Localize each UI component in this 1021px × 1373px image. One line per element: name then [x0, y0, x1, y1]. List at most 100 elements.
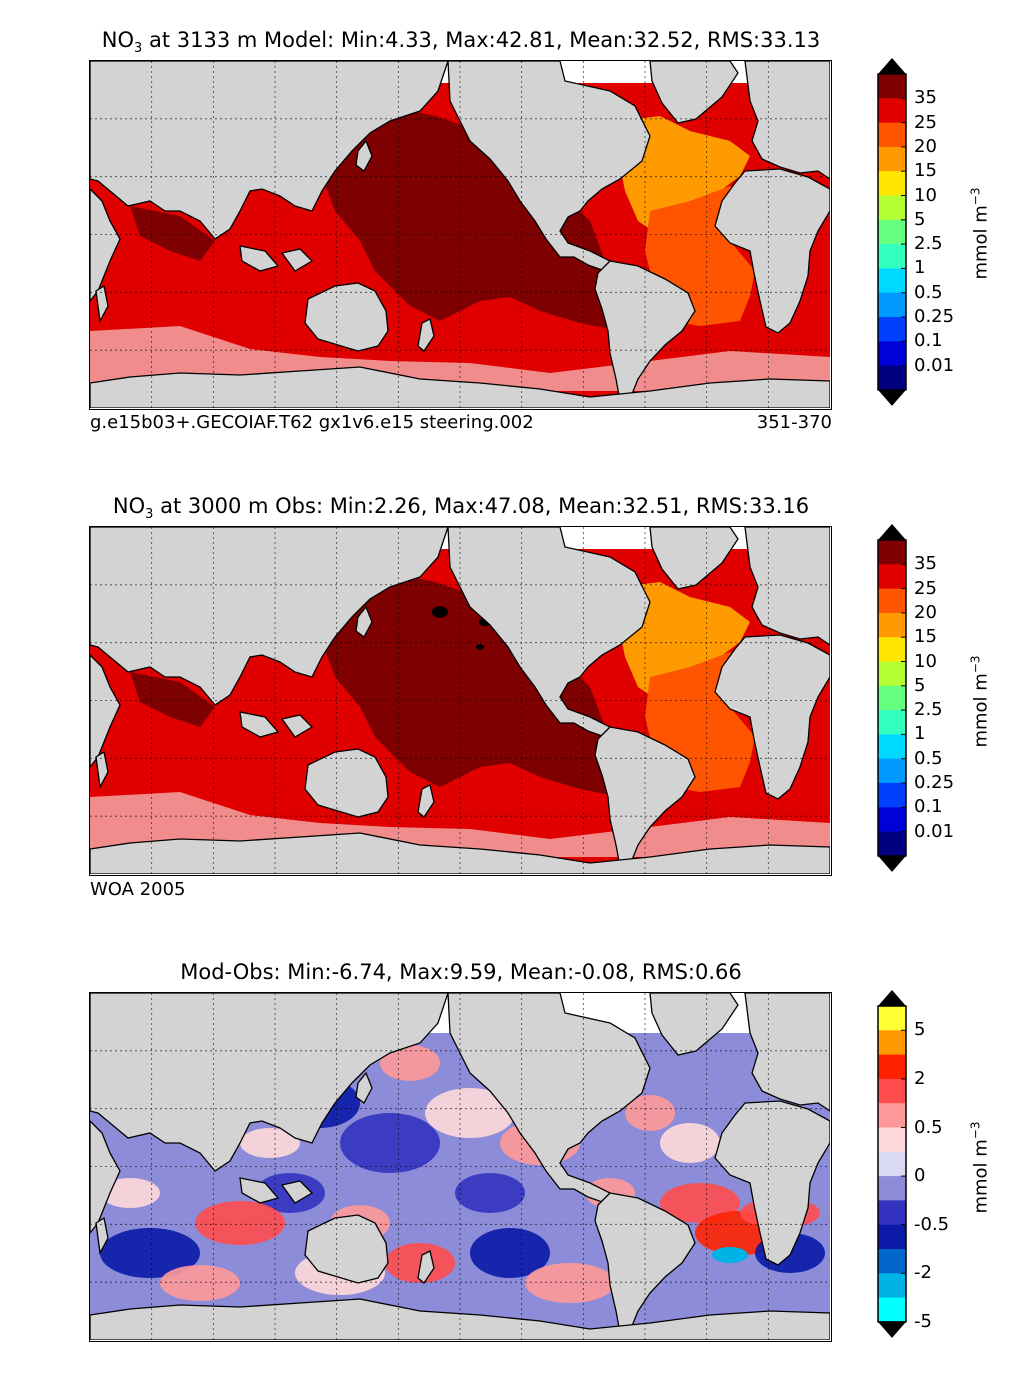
title-text: at 3133 m Model: Min:4.33, Max:42.81, Me… [142, 28, 821, 52]
colorbar-tick-label: 0.25 [914, 306, 955, 327]
colorbar-swatch [878, 292, 906, 318]
colorbar-swatch [878, 341, 906, 367]
run-caption: g.e15b03+.GECOIAF.T62 gx1v6.e15 steering… [90, 412, 534, 433]
colorbar-swatch [878, 588, 906, 614]
land-europe [744, 61, 830, 180]
map-plot[interactable] [89, 992, 832, 1342]
colorbar-swatch [878, 637, 906, 662]
colorbar-under-arrow [878, 1321, 906, 1338]
land-japan [355, 1071, 373, 1104]
land-eurasia [90, 527, 449, 706]
colorbar-tick-label: 15 [914, 626, 937, 648]
title-prefix: NO [101, 28, 135, 52]
colorbar-swatch [878, 1248, 906, 1274]
panel-title: Mod-Obs: Min:-6.74, Max:9.59, Mean:-0.08… [90, 960, 832, 984]
colorbar-swatch [878, 661, 906, 687]
colorbar-over-arrow [878, 524, 906, 540]
colorbar-swatch [878, 1030, 906, 1056]
unit-exponent: −3 [968, 187, 983, 206]
colorbar-swatch [878, 171, 906, 196]
colorbar-tick-label: 20 [914, 135, 937, 157]
colorbar-swatch [878, 831, 906, 857]
difference-contour [340, 1113, 440, 1173]
colorbar-svg [877, 58, 907, 406]
colorbar-swatch [878, 1200, 906, 1226]
colorbar-swatch [878, 244, 906, 269]
colorbar-swatch [878, 612, 906, 638]
title-subscript: 3 [134, 41, 143, 57]
map-svg [90, 993, 830, 1340]
colorbar-swatch [878, 1224, 906, 1250]
colorbar-swatch [878, 146, 906, 172]
colorbar-tick-label: 0.5 [914, 281, 943, 303]
colorbar-swatch [878, 1078, 906, 1104]
colorbar-tick-label: -0.5 [914, 1213, 950, 1235]
unit-base: mmol m [970, 673, 992, 748]
colorbar-swatch [878, 365, 906, 391]
land-nz [417, 318, 435, 352]
colorbar-tick-label: -2 [914, 1262, 932, 1284]
title-text: Mod-Obs: Min:-6.74, Max:9.59, Mean:-0.08… [180, 960, 742, 984]
graticule [90, 527, 830, 874]
colorbar-swatch [878, 268, 906, 294]
indian-deep-water [130, 206, 215, 261]
difference-contour [660, 1183, 740, 1223]
colorbar-swatch [878, 1127, 906, 1153]
colorbar-swatch [878, 758, 906, 784]
map-plot[interactable] [89, 60, 832, 410]
colorbar-swatch [878, 195, 906, 221]
colorbar-swatch [878, 539, 906, 565]
land-eurasia [90, 61, 449, 240]
colorbar-tick-label: 15 [914, 160, 937, 182]
map-plot[interactable] [89, 526, 832, 876]
unit-base: mmol m [970, 205, 992, 280]
colorbar-swatch [878, 564, 906, 590]
colorbar-swatch [878, 1297, 906, 1323]
colorbar-tick-label: 1 [914, 257, 926, 279]
colorbar-svg [877, 990, 907, 1338]
land-australia [304, 282, 389, 352]
colorbar-tick-label: 5 [914, 1019, 926, 1041]
colorbar-swatch [878, 807, 906, 833]
colorbar-frame [877, 1005, 907, 1323]
land-australia [304, 748, 389, 818]
land-europe [744, 993, 830, 1112]
north-atlantic-water [618, 582, 750, 702]
colorbar-tick-label: 0 [914, 1165, 926, 1187]
land-madagascar [95, 284, 109, 324]
colorbar-tick-label: 2.5 [914, 233, 943, 255]
land-indonesia2 [280, 1180, 314, 1204]
north-atlantic-water [618, 116, 750, 236]
land-nz [417, 784, 435, 818]
difference-contour [195, 1201, 285, 1245]
colorbar-swatch [878, 1005, 906, 1031]
land-africaWrap [90, 654, 121, 769]
title-prefix: NO [112, 494, 146, 518]
colorbar-tick-label: 1 [914, 723, 926, 745]
land-africaWrap [90, 1120, 121, 1235]
colorbar [877, 524, 907, 872]
difference-contour [470, 1228, 550, 1278]
colorbar-under-arrow [878, 389, 906, 406]
colorbar-swatch [878, 1054, 906, 1080]
colorbar-tick-label: 0.5 [914, 1116, 943, 1138]
colorbar [877, 58, 907, 406]
land-indonesia2 [280, 248, 314, 272]
colorbar-swatch [878, 782, 906, 808]
colorbar-swatch [878, 685, 906, 711]
colorbar-tick-label: -5 [914, 1310, 932, 1332]
colorbar-unit-label: mmol m−3 [969, 184, 992, 284]
colorbar [877, 990, 907, 1338]
unit-exponent: −3 [968, 1121, 983, 1140]
colorbar-swatch [878, 1151, 906, 1177]
difference-contour [660, 1123, 720, 1163]
land-indonesia2 [280, 714, 314, 738]
land-japan [355, 139, 373, 172]
difference-contour [380, 1045, 440, 1081]
land-indonesia1 [239, 1177, 280, 1204]
colorbar-tick-label: 0.01 [914, 820, 955, 842]
colorbar-tick-label: 10 [914, 184, 937, 206]
land-nz [417, 1250, 435, 1284]
colorbar-unit-label: mmol m−3 [969, 652, 992, 752]
difference-contour [525, 1263, 615, 1303]
